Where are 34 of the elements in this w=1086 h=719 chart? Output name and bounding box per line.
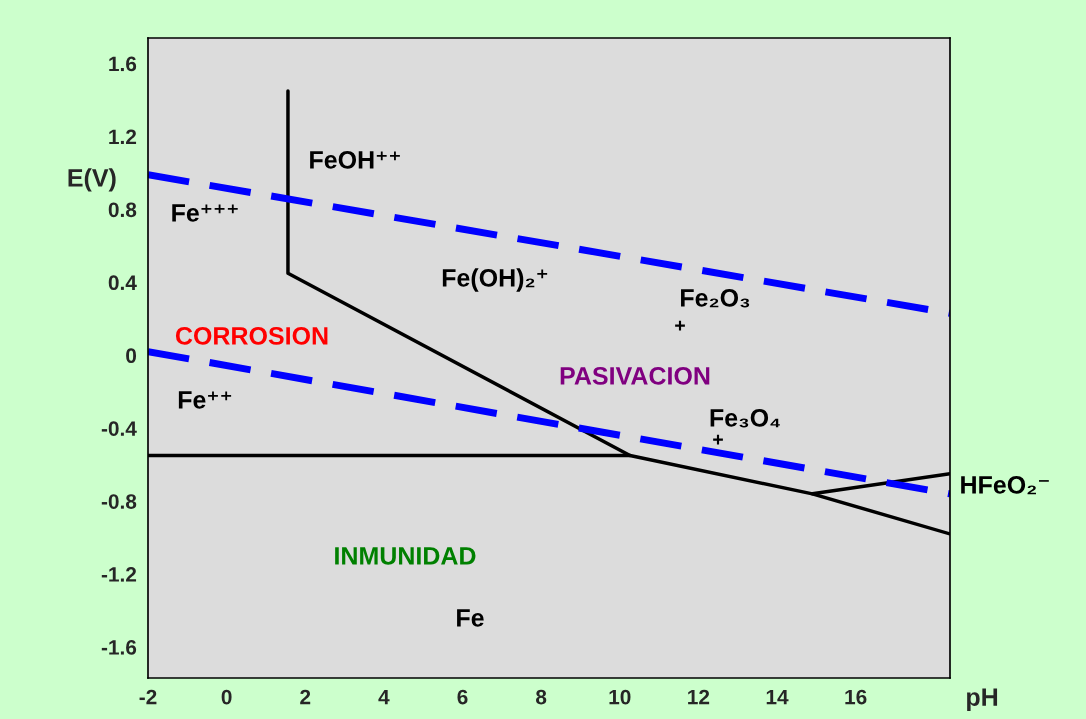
annotation: Fe⁺⁺ xyxy=(178,391,232,409)
x-tick-label: 10 xyxy=(609,689,631,705)
x-tick-label: 0 xyxy=(221,689,232,705)
annotation: Fe₂O₃ xyxy=(681,289,750,308)
annotation: INMUNIDAD xyxy=(335,547,476,565)
y-tick-label: -1.6 xyxy=(101,640,137,655)
y-tick-label: 0.8 xyxy=(108,202,137,218)
y-axis-title: E(V) xyxy=(68,168,116,192)
annotation: Fe⁺⁺⁺ xyxy=(172,204,238,222)
x-axis-title: pH xyxy=(967,688,998,711)
x-tick-label: 14 xyxy=(766,689,789,705)
annotation: Fe₃O₄ xyxy=(710,409,780,428)
x-tick-label: 4 xyxy=(378,689,390,705)
annotation: CORROSION xyxy=(175,327,328,345)
x-tick-label: 6 xyxy=(457,689,468,705)
y-tick-label: 1.2 xyxy=(109,129,137,145)
text: HFeO₂⁻ xyxy=(961,476,1049,495)
x-tick-label: 16 xyxy=(845,689,867,705)
annotation: Fe xyxy=(457,609,484,627)
x-tick-label: 12 xyxy=(688,689,710,705)
y-tick-label: -0.4 xyxy=(101,421,137,436)
x-tick-label: -2 xyxy=(139,689,157,705)
annotation: FeOH⁺⁺ xyxy=(310,151,400,169)
y-tick-label: 1.6 xyxy=(109,56,137,72)
y-tick-label: 0.4 xyxy=(108,275,137,291)
x-tick-label: 2 xyxy=(300,689,311,705)
annotation: + xyxy=(675,320,685,331)
y-tick-label: -0.8 xyxy=(101,494,137,509)
annotation: + xyxy=(713,434,723,445)
y-tick-label: 0 xyxy=(126,348,137,364)
annotation: Fe(OH)₂⁺ xyxy=(442,268,548,292)
annotation: PASIVACION xyxy=(560,367,710,385)
x-tick-label: 8 xyxy=(536,689,547,705)
y-tick-label: -1.2 xyxy=(101,567,137,582)
